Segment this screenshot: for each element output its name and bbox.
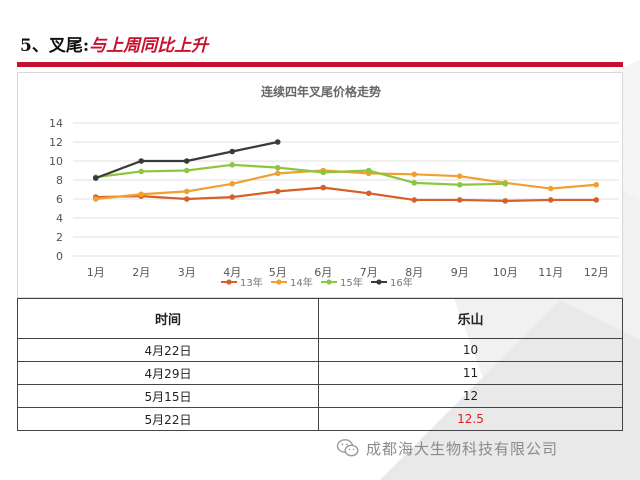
table-cell-date: 4月22日 — [17, 338, 319, 362]
data-point — [183, 167, 190, 174]
x-tick-label: 6月 — [314, 266, 332, 279]
data-point — [502, 181, 509, 187]
data-point — [183, 158, 190, 164]
data-point — [456, 173, 463, 179]
y-tick-label: 14 — [49, 117, 63, 130]
data-point — [138, 158, 145, 164]
legend-label: 13年 — [240, 276, 263, 289]
price-trend-chart: 连续四年叉尾价格走势 0 2 4 6 8 10 12 14 1月 2月 3月 4月 5月 6月 7月 8月 9月… — [17, 72, 623, 298]
data-point — [593, 181, 600, 188]
wechat-icon — [336, 439, 359, 457]
series-line — [95, 169, 597, 201]
data-point — [411, 197, 418, 203]
y-tick-label: 4 — [56, 212, 63, 225]
legend-marker — [226, 279, 232, 285]
table-row: 5月15日 12 — [17, 384, 623, 408]
legend-label: 14年 — [290, 276, 313, 289]
data-point — [138, 168, 145, 175]
data-point — [183, 196, 190, 202]
y-tick-label: 0 — [56, 250, 63, 263]
y-tick-label: 6 — [56, 193, 63, 206]
y-tick-label: 8 — [56, 174, 63, 187]
legend-label: 16年 — [390, 276, 413, 289]
x-tick-label: 4月 — [223, 266, 241, 279]
headline-lead: 5、叉尾: — [20, 36, 90, 56]
data-point — [456, 197, 463, 203]
x-tick-label: 3月 — [178, 266, 196, 279]
x-tick-label: 2月 — [132, 266, 150, 279]
table-cell-value: 10 — [318, 338, 623, 362]
data-point — [274, 188, 281, 195]
data-point — [593, 197, 600, 203]
data-point — [365, 167, 372, 174]
data-point — [502, 198, 509, 204]
legend-label: 15年 — [340, 276, 363, 289]
x-tick-label: 7月 — [360, 266, 378, 279]
x-tick-label: 8月 — [405, 266, 423, 279]
data-point — [229, 194, 236, 200]
table-header-date: 时间 — [17, 298, 319, 339]
headline-emphasis: 与上周同比上升 — [89, 36, 209, 56]
x-tick-label: 5月 — [269, 266, 287, 279]
headline-underline — [17, 62, 623, 67]
series-line — [95, 186, 597, 203]
price-table: 时间 乐山 4月22日 10 4月29日 11 5月15日 12 5月22日 1… — [17, 298, 623, 431]
slide-headline: 5、叉尾:与上周同比上升 — [20, 31, 208, 56]
data-point — [138, 191, 145, 198]
data-point — [183, 188, 190, 195]
legend-marker — [376, 279, 382, 285]
x-tick-label: 9月 — [451, 266, 469, 279]
table-row: 5月22日 12.5 — [17, 407, 623, 431]
data-point — [274, 139, 281, 145]
table-cell-value: 11 — [318, 361, 623, 385]
table-cell-value: 12 — [318, 384, 623, 408]
data-point — [274, 170, 281, 177]
data-point — [547, 197, 554, 203]
y-tick-label: 2 — [56, 231, 63, 244]
x-tick-label: 11月 — [538, 266, 563, 279]
x-tick-label: 12月 — [584, 266, 609, 279]
data-point — [411, 171, 418, 178]
legend-marker — [326, 279, 332, 285]
data-point — [411, 180, 418, 186]
data-point — [547, 185, 554, 192]
table-row: 4月22日 10 — [17, 338, 623, 362]
data-point — [320, 184, 327, 191]
data-point — [274, 164, 281, 171]
chart-title: 连续四年叉尾价格走势 — [261, 84, 381, 99]
data-point — [229, 162, 236, 168]
legend-marker — [276, 279, 282, 285]
data-point — [365, 190, 372, 197]
data-point — [456, 181, 463, 188]
chart-canvas: 连续四年叉尾价格走势 0 2 4 6 8 10 12 14 1月 2月 3月 4月 5月 6月 7月 8月 9月… — [49, 84, 619, 289]
table-cell-value-highlight: 12.5 — [318, 407, 623, 431]
watermark-text: 成都海大生物科技有限公司 — [366, 439, 559, 458]
x-tick-label: 10月 — [493, 266, 518, 279]
data-point — [320, 169, 327, 176]
y-tick-label: 12 — [49, 136, 63, 149]
data-point — [92, 196, 99, 202]
y-tick-label: 10 — [49, 155, 63, 168]
data-point — [92, 175, 99, 181]
table-header-location: 乐山 — [318, 298, 623, 339]
table-cell-date: 4月29日 — [17, 361, 319, 385]
series-line — [95, 163, 506, 186]
table-header-row: 时间 乐山 — [17, 298, 623, 339]
data-point — [229, 181, 236, 187]
data-point — [229, 148, 236, 155]
table-cell-date: 5月15日 — [17, 384, 319, 408]
x-tick-label: 1月 — [87, 266, 105, 279]
company-watermark: 成都海大生物科技有限公司 — [336, 434, 626, 462]
table-row: 4月29日 11 — [17, 361, 623, 385]
table-cell-date: 5月22日 — [17, 407, 319, 431]
